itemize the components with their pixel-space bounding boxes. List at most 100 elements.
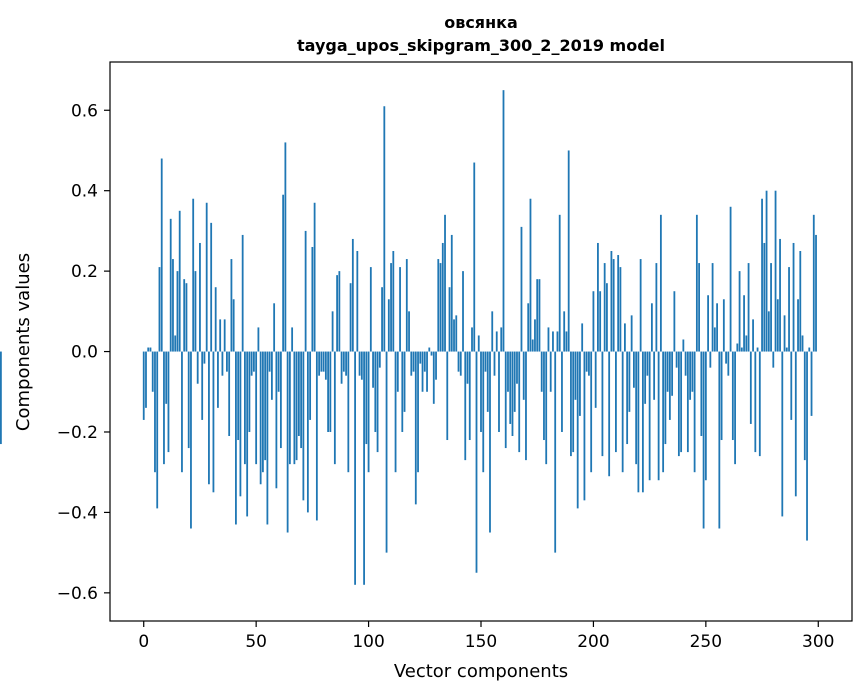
bar bbox=[599, 291, 602, 352]
bar bbox=[673, 291, 676, 352]
bar bbox=[549, 351, 552, 392]
bar bbox=[567, 150, 570, 352]
bar bbox=[509, 351, 512, 424]
bar bbox=[232, 299, 235, 352]
bar bbox=[345, 351, 347, 376]
bar bbox=[601, 351, 604, 457]
bar bbox=[770, 263, 772, 352]
bar bbox=[145, 351, 147, 408]
bar bbox=[230, 259, 233, 352]
bar bbox=[394, 351, 397, 473]
bar bbox=[722, 299, 725, 352]
bar bbox=[414, 351, 417, 505]
bar bbox=[781, 351, 784, 517]
bar bbox=[223, 319, 226, 352]
bar bbox=[286, 351, 289, 533]
bar bbox=[646, 351, 649, 376]
bar bbox=[444, 214, 446, 352]
bar bbox=[621, 351, 624, 473]
bar bbox=[291, 327, 294, 352]
bar bbox=[475, 351, 478, 573]
bar bbox=[531, 339, 534, 352]
bar bbox=[709, 351, 712, 368]
bar bbox=[729, 206, 732, 352]
bar bbox=[534, 319, 536, 352]
bar bbox=[538, 279, 541, 352]
bar bbox=[336, 275, 338, 352]
bar bbox=[250, 351, 253, 376]
bar bbox=[495, 331, 498, 352]
bar bbox=[579, 351, 581, 416]
bar bbox=[682, 339, 685, 352]
bar bbox=[803, 351, 806, 461]
bar bbox=[624, 323, 626, 352]
bar bbox=[808, 347, 811, 352]
bar bbox=[513, 351, 516, 412]
bar bbox=[376, 351, 379, 453]
y-tick-label: 0.4 bbox=[71, 182, 98, 202]
bar bbox=[185, 283, 188, 352]
bar bbox=[641, 351, 644, 493]
bar bbox=[279, 351, 282, 449]
bar bbox=[585, 351, 588, 372]
bar bbox=[576, 351, 579, 509]
bar bbox=[214, 287, 217, 352]
bar bbox=[329, 351, 332, 432]
bar bbox=[522, 351, 525, 400]
bar bbox=[498, 351, 500, 432]
bar bbox=[637, 351, 640, 493]
bar bbox=[455, 315, 458, 352]
bar bbox=[142, 351, 145, 420]
bar bbox=[405, 259, 408, 352]
bar bbox=[653, 351, 656, 400]
bar bbox=[713, 327, 716, 352]
bar bbox=[594, 351, 597, 408]
bar bbox=[806, 351, 808, 541]
bar bbox=[396, 351, 399, 392]
bar bbox=[788, 267, 790, 352]
bar bbox=[248, 351, 251, 432]
bar bbox=[322, 351, 325, 372]
bar bbox=[169, 218, 172, 352]
bar bbox=[556, 331, 559, 352]
bar bbox=[246, 351, 249, 517]
bar bbox=[167, 351, 170, 453]
bar bbox=[693, 351, 696, 473]
bar bbox=[255, 351, 258, 465]
bar bbox=[205, 202, 208, 352]
y-tick-label: −0.2 bbox=[57, 423, 98, 443]
bar bbox=[439, 263, 442, 352]
bar bbox=[518, 351, 521, 453]
x-tick-label: 100 bbox=[352, 632, 384, 652]
bar bbox=[540, 351, 543, 392]
bar bbox=[270, 351, 273, 400]
bar bbox=[273, 303, 276, 352]
bar bbox=[684, 351, 687, 376]
bar bbox=[644, 351, 647, 404]
bar bbox=[315, 351, 318, 521]
bar bbox=[610, 251, 613, 352]
bar bbox=[172, 259, 174, 352]
bar bbox=[412, 351, 415, 372]
bar bbox=[797, 299, 799, 352]
bar bbox=[293, 351, 296, 465]
bar bbox=[471, 327, 473, 352]
bar bbox=[779, 238, 781, 352]
bar bbox=[572, 351, 575, 453]
bar bbox=[351, 238, 354, 352]
bar bbox=[466, 351, 469, 384]
bar bbox=[163, 351, 165, 465]
bar bbox=[306, 351, 309, 513]
bar bbox=[151, 351, 154, 392]
bar bbox=[700, 351, 703, 436]
bar bbox=[790, 351, 793, 420]
bar bbox=[752, 319, 754, 352]
bar bbox=[363, 351, 365, 585]
chart-title: овсянка bbox=[444, 13, 518, 32]
bar bbox=[201, 351, 204, 420]
bar bbox=[331, 311, 334, 352]
bar bbox=[772, 351, 775, 368]
chart-subtitle: tayga_upos_skipgram_300_2_2019 model bbox=[297, 36, 665, 55]
